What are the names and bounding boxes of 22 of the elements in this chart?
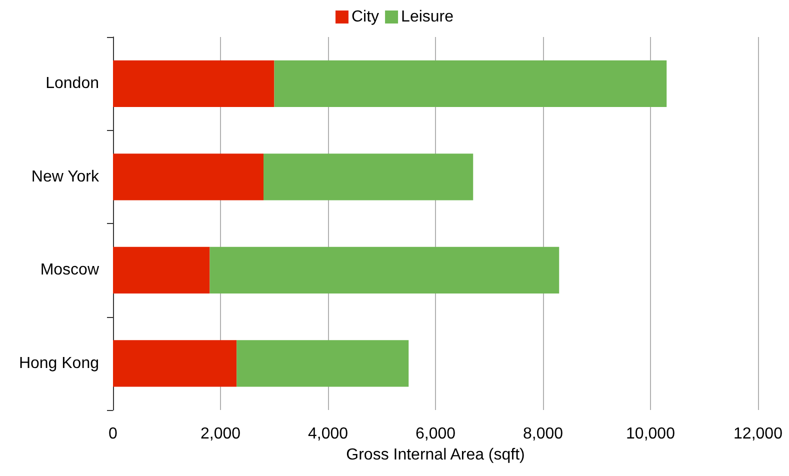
y-tick-label: New York: [31, 168, 100, 186]
y-tick-label: London: [46, 75, 99, 92]
y-tick-label: Moscow: [40, 262, 100, 279]
bar: [210, 246, 560, 294]
x-tick-label: 2,000: [200, 426, 241, 442]
bar: [264, 154, 474, 200]
x-tick-label: 12,000: [734, 426, 783, 442]
x-tick-label: 10,000: [626, 426, 676, 442]
y-tick-label: Hong Kong: [18, 354, 99, 372]
bar: [113, 154, 264, 200]
x-tick-label: 8,000: [522, 426, 564, 442]
bar: [113, 246, 210, 294]
bar: [236, 340, 409, 387]
bar: [113, 60, 274, 107]
bar: [274, 60, 667, 107]
legend-label: City: [351, 8, 380, 26]
x-tick-label: 0: [108, 426, 118, 442]
x-tick-label: 4,000: [308, 426, 348, 442]
x-axis-title: Gross Internal Area (sqft): [346, 446, 525, 464]
legend-label: Leisure: [401, 8, 454, 26]
bar: [113, 340, 237, 387]
x-tick-label: 6,000: [415, 426, 456, 442]
